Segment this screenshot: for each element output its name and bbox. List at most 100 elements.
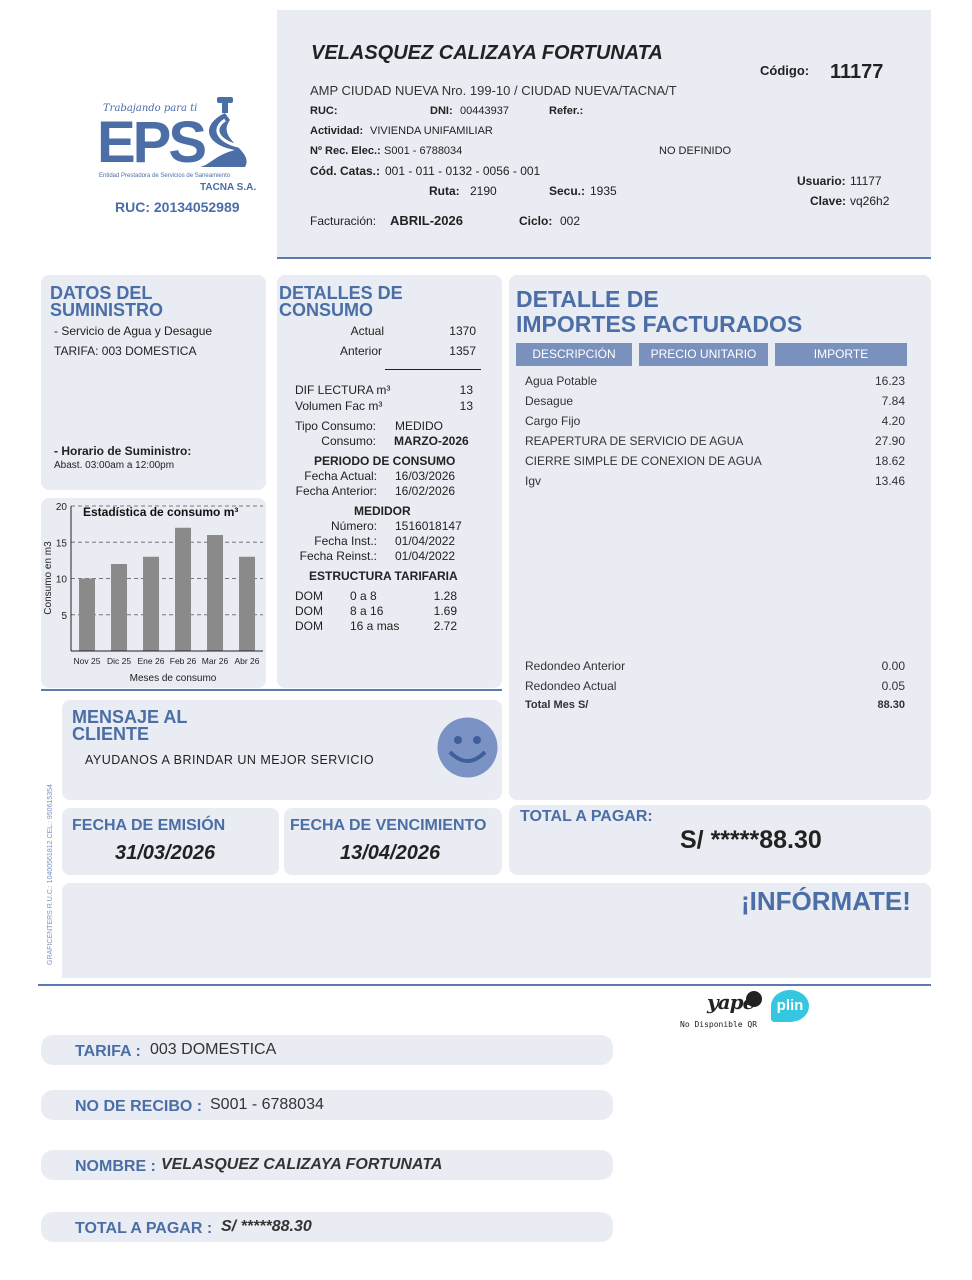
- importe-row: Cargo Fijo 4.20: [525, 414, 905, 428]
- consumo-label: Consumo:: [321, 434, 376, 448]
- footer-recibo: NO DE RECIBO : S001 - 6788034: [41, 1090, 613, 1120]
- bar: [143, 556, 159, 651]
- y-tick-label: 5: [61, 611, 67, 622]
- anterior-value: 1357: [449, 344, 476, 358]
- tarifa-tipo: DOM: [295, 619, 323, 633]
- dif-label: DIF LECTURA m³: [295, 383, 391, 397]
- x-tick-label: Abr 26: [234, 656, 259, 666]
- suministro-panel: [41, 275, 266, 490]
- bar: [175, 527, 191, 651]
- divider: [385, 369, 481, 370]
- importe-row: Desague 7.84: [525, 394, 905, 408]
- importe-desc: Desague: [525, 394, 574, 408]
- actual-label: Actual: [350, 324, 384, 338]
- y-axis-label: Consumo en m3: [43, 541, 54, 615]
- vol-value: 13: [459, 399, 473, 413]
- column-descripcion: DESCRIPCIÓN: [516, 343, 632, 366]
- inst: 01/04/2022: [395, 534, 456, 548]
- numero: 1516018147: [395, 519, 462, 533]
- fecha-anterior: 16/02/2026: [395, 484, 456, 498]
- importe-desc: Igv: [525, 474, 542, 488]
- y-tick-label: 20: [56, 502, 68, 513]
- total-mes-row: Total Mes S/88.30: [525, 699, 905, 711]
- tarifa-precio: 2.72: [433, 619, 457, 633]
- fecha-emision-panel: [62, 808, 279, 875]
- codigo: 11177: [830, 61, 884, 83]
- importe-row: REAPERTURA DE SERVICIO DE AGUA 27.90: [525, 434, 905, 448]
- dif-value: 13: [459, 383, 473, 397]
- client-header-panel: [277, 10, 931, 258]
- tarifa-tipo: DOM: [295, 604, 323, 618]
- importe-row: Igv 13.46: [525, 474, 905, 488]
- anterior-label: Anterior: [339, 344, 382, 358]
- x-tick-label: Nov 25: [74, 656, 101, 666]
- importe-value: 16.23: [874, 374, 905, 388]
- importe-value: 4.20: [881, 414, 905, 428]
- importe-value: 7.84: [881, 394, 905, 408]
- water-wave-icon: [200, 97, 247, 167]
- vol-label: Volumen Fac m³: [295, 399, 383, 413]
- consumption-chart: 5 10 15 20 Nov 25 Dic 25 Ene 26 Feb 26 Mar 26 Abr…: [43, 502, 263, 684]
- actual-value: 1370: [449, 324, 476, 338]
- reinst-label: Fecha Reinst.:: [299, 549, 377, 563]
- y-tick-label: 15: [56, 538, 68, 549]
- importe-row: CIERRE SIMPLE DE CONEXION DE AGUA 18.62: [525, 454, 905, 468]
- importe-value: 18.62: [874, 454, 905, 468]
- footer-tarifa: TARIFA :003 DOMESTICA: [41, 1035, 613, 1065]
- total-panel: [509, 805, 931, 875]
- importe-desc: Cargo Fijo: [525, 414, 581, 428]
- mensaje-panel: [62, 700, 502, 800]
- client-name: VELASQUEZ CALIZAYA FORTUNATA: [311, 42, 663, 64]
- importe-value: 27.90: [874, 434, 905, 448]
- footer-nombre: NOMBRE : VELASQUEZ CALIZAYA FORTUNATA: [41, 1150, 613, 1180]
- consumo-value: MARZO-2026: [394, 434, 469, 448]
- inst-label: Fecha Inst.:: [314, 534, 377, 548]
- redondeo-anterior-row: Redondeo Anterior 0.00: [525, 659, 905, 673]
- tarifa-rango: 0 a 8: [350, 589, 377, 603]
- bar: [239, 556, 255, 651]
- address: AMP CIUDAD NUEVA Nro. 199-10 / CIUDAD NU…: [310, 83, 677, 98]
- reinst: 01/04/2022: [395, 549, 456, 563]
- smiley-icon: [437, 717, 498, 778]
- importe-desc: CIERRE SIMPLE DE CONEXION DE AGUA: [525, 454, 762, 468]
- plin-logo: plin: [771, 990, 809, 1022]
- importe-value: 13.46: [874, 474, 905, 488]
- tarifa-rango: 8 a 16: [350, 604, 384, 618]
- importe-desc: REAPERTURA DE SERVICIO DE AGUA: [525, 434, 744, 448]
- chart-title: Estadística de consumo m³: [83, 505, 238, 519]
- redondeo-actual-row: Redondeo Actual 0.05: [525, 679, 905, 693]
- eps-logo: Trabajando para ti EPS Entidad Prestador…: [95, 95, 260, 220]
- column-precio-unitario: PRECIO UNITARIO: [639, 343, 768, 366]
- x-tick-label: Ene 26: [138, 656, 165, 666]
- fecha-actual: 16/03/2026: [395, 469, 456, 483]
- x-tick-label: Mar 26: [202, 656, 229, 666]
- bar: [207, 535, 223, 651]
- importe-desc: Agua Potable: [525, 374, 598, 388]
- column-importe: IMPORTE: [775, 343, 907, 366]
- footer-total: TOTAL A PAGAR : S/ *****88.30: [41, 1212, 613, 1242]
- fecha-actual-label: Fecha Actual:: [304, 469, 377, 483]
- y-tick-label: 10: [56, 575, 68, 586]
- periodo-title: PERIODO DE CONSUMO: [314, 454, 456, 468]
- fecha-anterior-label: Fecha Anterior:: [295, 484, 377, 498]
- x-axis-label: Meses de consumo: [130, 673, 217, 684]
- tipo-value: MEDIDO: [395, 419, 443, 433]
- importe-row: Agua Potable 16.23: [525, 374, 905, 388]
- yape-badge-icon: [746, 991, 762, 1007]
- total-amount: S/ *****88.30: [680, 826, 822, 854]
- fecha-vencimiento-panel: [284, 808, 502, 875]
- consumo-panel: [277, 275, 502, 688]
- tarifa-tipo: DOM: [295, 589, 323, 603]
- x-tick-label: Dic 25: [107, 656, 131, 666]
- tarifa-rango: 16 a mas: [350, 619, 400, 633]
- printer-credit: GRAFICENTERS R.U.C.: 10400561812 CEL.: 9…: [47, 784, 54, 965]
- bar: [111, 564, 127, 651]
- bar: [79, 578, 95, 651]
- tarifa-precio: 1.28: [433, 589, 457, 603]
- tipo-label: Tipo Consumo:: [295, 419, 376, 433]
- informate-panel: [62, 883, 931, 978]
- estructura-title: ESTRUCTURA TARIFARIA: [309, 569, 458, 583]
- tarifa-precio: 1.69: [433, 604, 457, 618]
- x-tick-label: Feb 26: [170, 656, 197, 666]
- numero-label: Número:: [330, 519, 377, 533]
